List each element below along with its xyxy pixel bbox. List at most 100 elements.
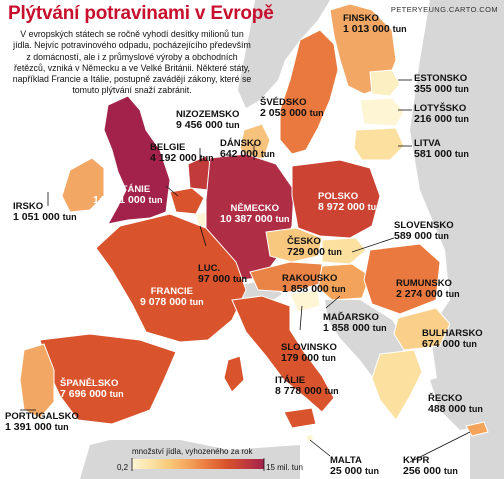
litva-unit: tun (454, 149, 469, 159)
country-lotyssko (359, 97, 405, 127)
country-rumunsko (363, 243, 441, 315)
svedsko-name: ŠVÉDSKO (260, 97, 307, 108)
malta-value: 25 000 (330, 465, 363, 477)
portugalsko-unit: tun (54, 422, 69, 432)
legend-gradient-bar (132, 459, 264, 469)
label-nemecko: NĚMECKO 10 387 000 tun (220, 203, 289, 225)
luc-value: 97 000 (198, 273, 231, 285)
litva-name: LITVA (414, 138, 441, 149)
finsko-unit: tun (392, 24, 407, 34)
label-dansko: DÁNSKO 642 000 tun (220, 138, 275, 160)
irsko-name: IRSKO (13, 201, 44, 212)
spanelsko-name: ŠPANĚLSKO (60, 378, 119, 389)
leader-luc (199, 225, 207, 247)
rakousko-name: RAKOUSKO (282, 273, 338, 284)
madarsko-name: MAĎARSKO (323, 312, 379, 323)
bulharsko-unit: tun (462, 339, 477, 349)
lotyssko-name: LOTYŠSKO (414, 103, 467, 114)
irsko-value: 1 051 000 (13, 211, 60, 223)
country-francie (95, 213, 247, 343)
dansko-value: 642 000 (220, 148, 258, 160)
country-italie (231, 295, 335, 413)
label-nizozemsko: NIZOZEMSKO 9 456 000 tun (176, 109, 240, 131)
label-francie: FRANCIE 9 078 000 tun (140, 286, 204, 308)
label-rumunsko: RUMUNSKO 2 274 000 tun (396, 278, 460, 300)
country-dansko (239, 123, 271, 161)
map-title: Plýtvání potravinami v Evropě (8, 3, 274, 24)
country-estonsko (369, 69, 401, 97)
country-litva (353, 127, 405, 161)
leader-malta (309, 439, 331, 457)
polsko-name: POLSKO (318, 191, 359, 202)
malta-unit: tun (365, 466, 380, 476)
nizozemsko-unit: tun (225, 120, 240, 130)
belgie-value: 4 192 000 (150, 152, 197, 164)
legend-title: množství jídla, vyhozeného za rok (132, 447, 253, 456)
portugalsko-name: PORTUGALSKO (5, 411, 79, 422)
label-irsko: IRSKO 1 051 000 tun (13, 201, 77, 223)
svedsko-value: 2 053 000 (260, 107, 307, 119)
legend-min-label: 0,2 (117, 463, 129, 472)
polsko-unit: tun (367, 202, 382, 212)
label-bulharsko: BULHARSKO 674 000 tun (422, 328, 483, 350)
label-slovensko: SLOVENSKO 589 000 tun (394, 220, 454, 242)
nizozemsko-name: NIZOZEMSKO (176, 109, 240, 120)
slovinsko-unit: tun (321, 353, 336, 363)
bulharsko-name: BULHARSKO (422, 328, 483, 339)
portugalsko-value: 1 391 000 (5, 421, 52, 433)
leader-belgie (165, 185, 179, 197)
country-bulharsko (393, 307, 451, 351)
recko-value: 488 000 (428, 403, 466, 415)
dansko-name: DÁNSKO (220, 138, 262, 149)
label-finsko: FINSKO 1 013 000 tun (343, 13, 407, 35)
cesko-unit: tun (327, 247, 342, 257)
country-irsko (61, 157, 105, 213)
country-portugalsko (19, 343, 55, 419)
britanie-unit: tun (148, 195, 163, 205)
label-svedsko: ŠVÉDSKO 2 053 000 tun (260, 97, 324, 119)
estonsko-unit: tun (454, 84, 469, 94)
estonsko-value: 355 000 (414, 83, 452, 95)
non-eu-land-norway (238, 0, 330, 108)
madarsko-value: 1 858 000 (323, 322, 370, 334)
estonsko-name: ESTONSKO (414, 73, 468, 84)
italie-name: ITÁLIE (275, 375, 306, 386)
slovinsko-name: SLOVINSKO (281, 342, 337, 353)
kypr-name: KYPR (403, 455, 430, 466)
francie-unit: tun (189, 297, 204, 307)
francie-value: 9 078 000 (140, 296, 187, 308)
country-recko (371, 349, 423, 421)
nemecko-unit: tun (275, 214, 290, 224)
country-madarsko (317, 263, 371, 301)
lotyssko-value: 216 000 (414, 113, 452, 125)
malta-name: MALTA (330, 455, 362, 466)
slovensko-value: 589 000 (394, 230, 432, 242)
rumunsko-unit: tun (445, 289, 460, 299)
source-credit: PETERYEUNG.CARTO.COM (390, 5, 498, 14)
label-polsko: POLSKO 8 972 000 tun (318, 191, 382, 213)
intro-text: V evropských státech se ročně vyhodí des… (12, 29, 252, 96)
britanie-value: 14 391 000 (93, 194, 146, 206)
label-estonsko: ESTONSKO 355 000 tun (414, 73, 469, 95)
label-kypr: KYPR 256 000 tun (403, 455, 458, 477)
country-svedsko (279, 29, 339, 155)
spanelsko-value: 7 696 000 (60, 388, 107, 400)
leader-madarsko (325, 295, 341, 309)
spanelsko-unit: tun (109, 389, 124, 399)
country-polsko (291, 159, 381, 239)
luc-name: LUC. (198, 263, 221, 274)
label-litva: LITVA 581 000 tun (414, 138, 469, 160)
cesko-name: ČESKO (287, 236, 321, 247)
label-spanelsko: ŠPANĚLSKO 7 696 000 tun (60, 378, 124, 400)
slovensko-unit: tun (434, 231, 449, 241)
italie-unit: tun (324, 386, 339, 396)
country-sicily (283, 407, 317, 429)
non-eu-land-turkey (430, 360, 504, 430)
belgie-unit: tun (199, 153, 214, 163)
label-cesko: ČESKO 729 000 tun (287, 236, 342, 258)
rumunsko-name: RUMUNSKO (396, 278, 452, 289)
country-slovinsko (289, 289, 321, 313)
kypr-unit: tun (443, 466, 458, 476)
label-malta: MALTA 25 000 tun (330, 455, 379, 477)
